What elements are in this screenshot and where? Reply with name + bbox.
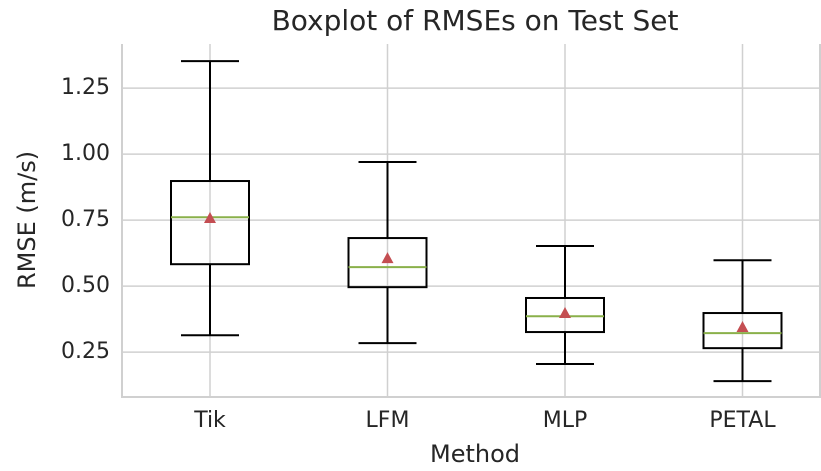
box [347, 237, 428, 289]
box [170, 180, 250, 266]
mean-marker [204, 211, 216, 223]
mean-marker [559, 307, 571, 319]
y-tick-label: 0.75 [61, 207, 110, 232]
chart-title: Boxplot of RMSEs on Test Set [272, 4, 679, 37]
x-tick-label: MLP [543, 408, 588, 433]
box [702, 312, 783, 350]
axes-frame [121, 44, 821, 398]
y-tick-label: 0.25 [61, 339, 110, 364]
y-tick-label: 1.00 [61, 141, 110, 166]
mean-marker [736, 321, 749, 333]
x-tick-label: Tik [193, 408, 226, 433]
mean-marker [381, 252, 394, 264]
x-tick-label: PETAL [709, 408, 776, 433]
y-tick-label: 1.25 [61, 75, 110, 100]
y-axis-label: RMSE (m/s) [13, 151, 41, 289]
box [525, 296, 605, 334]
x-axis-label: Method [430, 440, 520, 468]
x-tick-label: LFM [366, 408, 410, 433]
y-tick-label: 0.50 [61, 273, 110, 298]
